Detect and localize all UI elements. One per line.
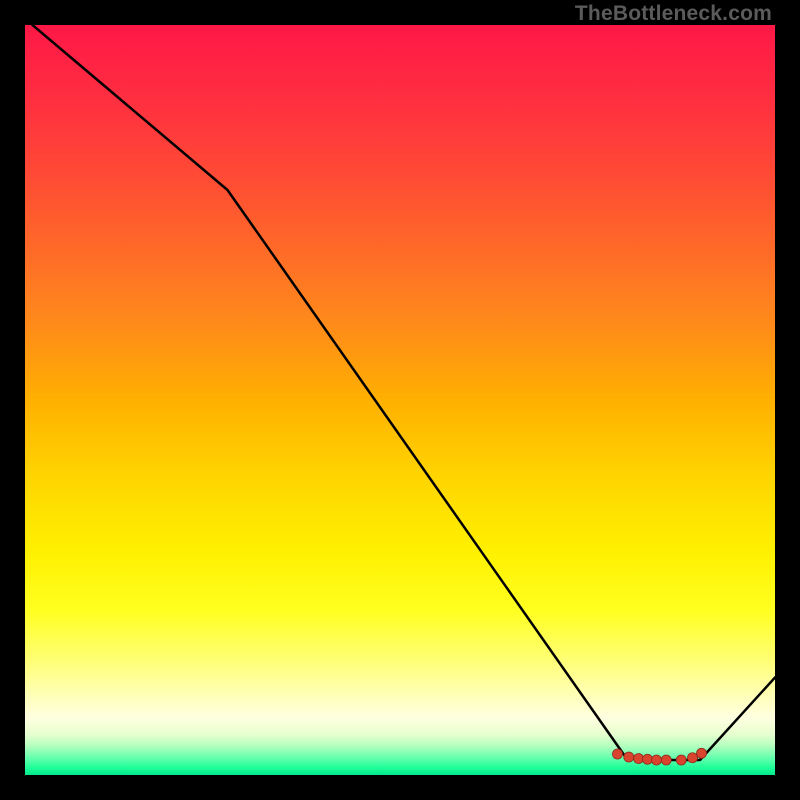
marker-point: [613, 749, 623, 759]
marker-point: [676, 755, 686, 765]
marker-point: [652, 755, 662, 765]
marker-point: [634, 754, 644, 764]
marker-point: [697, 748, 707, 758]
data-line: [33, 25, 776, 760]
marker-point: [624, 752, 634, 762]
data-markers: [613, 748, 707, 765]
marker-point: [643, 754, 653, 764]
marker-point: [661, 755, 671, 765]
marker-point: [688, 753, 698, 763]
plot-area: [25, 25, 775, 775]
chart-svg: [25, 25, 775, 775]
watermark-text: TheBottleneck.com: [575, 2, 772, 26]
chart-frame: TheBottleneck.com: [0, 0, 800, 800]
